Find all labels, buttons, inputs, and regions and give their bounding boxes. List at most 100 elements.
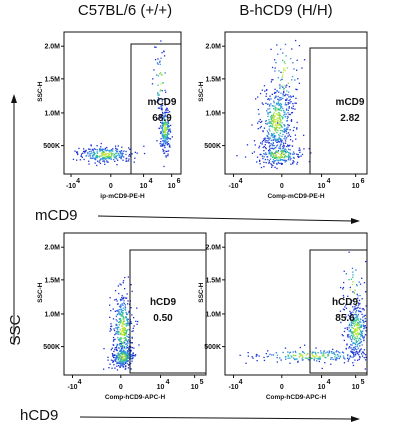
event-dot [279,159,282,161]
event-dot [163,118,165,120]
y-tick-label: 1.5M [205,277,221,284]
event-dot [112,344,115,346]
event-dot [166,107,168,109]
event-dot [115,319,117,321]
event-dot [299,151,301,153]
event-dot [112,355,114,357]
event-dot [284,347,287,349]
event-dot [108,367,110,369]
event-dot [269,108,271,110]
event-dot [286,67,288,69]
event-dot [281,159,283,161]
event-dot [307,358,309,360]
event-dot [134,157,136,159]
event-dot [352,281,354,283]
event-dot [284,140,287,142]
event-dot [281,135,283,137]
event-dot [278,70,280,72]
gate-rectangle [309,249,368,374]
event-dot [125,361,127,363]
event-dot [287,82,289,84]
event-dot [275,107,277,109]
event-dot [276,113,278,116]
event-dot [300,155,302,157]
event-dot [157,93,159,95]
event-dot [103,150,105,153]
event-dot [255,98,257,100]
event-dot [284,155,286,157]
event-dot [350,332,353,334]
event-dot [276,117,279,119]
event-dot [120,284,122,286]
event-dot [114,310,116,312]
event-dot [312,356,315,358]
event-dot [116,324,118,326]
event-dot [292,95,295,97]
event-dot [251,356,253,358]
event-dot [161,108,163,111]
event-dot [171,99,173,101]
event-dot [274,105,276,107]
event-dot [120,311,123,313]
event-dot [284,125,286,127]
event-dot [124,317,126,319]
event-dot [165,133,168,136]
event-dot [273,116,276,119]
event-dot [274,97,276,99]
event-dot [363,309,365,311]
event-dot [110,349,112,351]
event-dot [127,321,129,323]
event-dot [335,354,337,356]
event-dot [315,352,317,355]
event-dot [106,149,108,151]
event-dot [125,362,127,364]
event-dot [167,117,169,120]
event-dot [119,154,121,157]
event-dot [275,113,277,115]
event-dot [116,345,118,347]
event-dot [257,108,259,111]
event-dot [305,354,308,356]
event-dot [118,339,120,341]
event-dot [323,350,325,352]
event-dot [358,299,361,302]
event-dot [162,82,164,84]
event-dot [352,322,354,324]
event-dot [279,86,281,88]
event-dot [95,158,97,160]
event-dot [122,159,124,161]
event-dot [119,350,122,352]
event-dot [113,155,115,157]
event-dot [121,154,123,157]
event-dot [351,314,353,316]
event-dot [276,151,278,154]
event-dot [124,340,126,342]
event-dot [113,354,115,356]
event-dot [357,319,359,321]
event-dot [84,150,86,152]
event-dot [115,327,117,329]
event-dot [287,94,289,96]
event-dot [118,292,120,295]
event-dot [113,158,115,161]
event-dot [344,327,346,329]
x-tick-label: -10 [67,384,77,391]
event-dot [352,348,354,350]
event-dot [160,108,162,110]
event-dot [113,153,116,156]
event-dot [278,104,280,106]
event-dot [115,360,117,363]
event-dot [285,130,287,132]
event-dot [98,148,101,151]
event-dot [156,118,159,120]
x-tick-label: 4 [166,379,170,386]
event-dot [113,364,115,366]
event-dot [114,290,117,292]
event-dot [259,153,261,156]
event-dot [286,90,288,92]
event-dot [272,121,274,123]
event-dot [266,123,268,125]
event-dot [160,132,162,135]
event-dot [125,160,127,162]
event-dot [342,352,345,354]
